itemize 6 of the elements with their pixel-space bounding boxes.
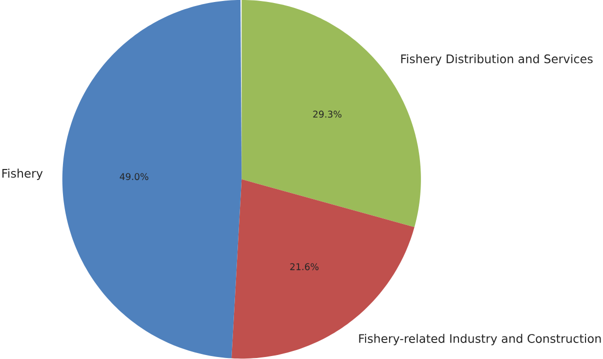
data-label: 29.3% [313,110,342,118]
slice-label: Fishery [2,168,43,180]
slice-label: Fishery Distribution and Services [401,54,593,66]
data-label: 49.0% [120,173,148,180]
data-label: 21.6% [290,263,319,270]
slice-label: Fishery-related Industry and Construction [359,334,601,346]
